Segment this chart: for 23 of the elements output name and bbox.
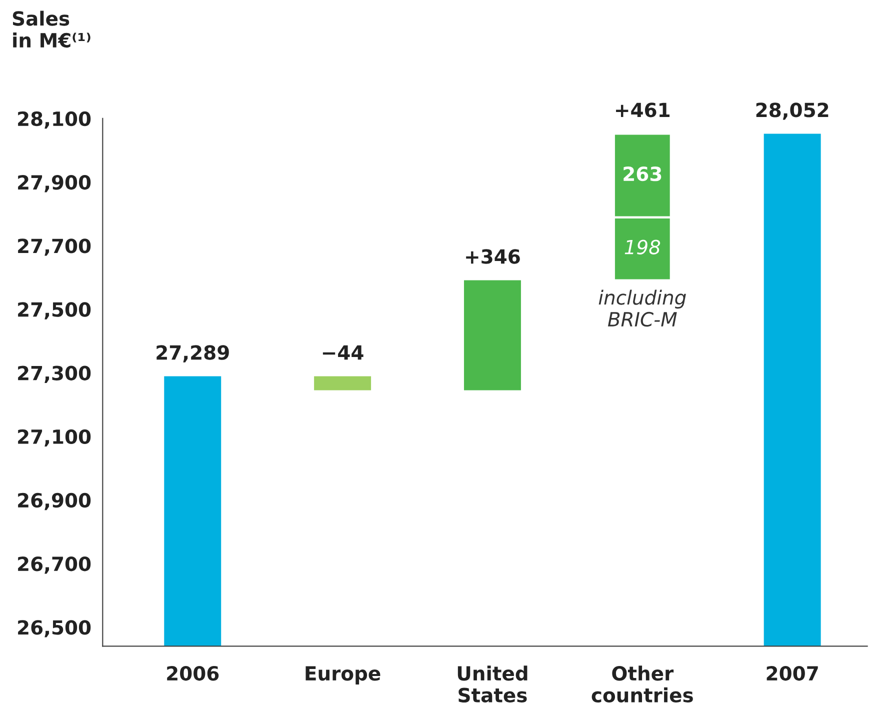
y-tick-label: 28,100 — [18, 111, 91, 129]
y-tick-label: 27,500 — [18, 302, 91, 320]
y-tick-label: 26,500 — [18, 620, 91, 638]
data-label: 263 — [624, 166, 662, 182]
y-tick-label: 26,700 — [18, 556, 91, 574]
data-label: 28,052 — [756, 102, 828, 120]
data-label: 198 — [624, 240, 660, 254]
annotation: including BRIC-M — [598, 290, 686, 327]
y-tick-label: 27,700 — [18, 238, 91, 256]
x-tick-label: United States — [458, 666, 528, 702]
x-tick-label: Europe — [306, 666, 380, 684]
total-label: +461 — [616, 102, 670, 118]
x-tick-label: 2006 — [167, 666, 219, 681]
x-tick-label: 2007 — [766, 666, 818, 681]
data-label: −44 — [322, 345, 364, 360]
data-label: 27,289 — [156, 345, 229, 362]
data-label: +346 — [466, 249, 520, 264]
y-tick-label: 27,300 — [18, 366, 91, 383]
y-axis-title: Sales in M€⁽¹⁾ — [12, 10, 90, 48]
y-tick-label: 27,100 — [18, 429, 91, 447]
y-tick-label: 27,900 — [18, 175, 91, 192]
y-tick-label: 26,900 — [18, 492, 91, 510]
x-tick-label: Other countries — [592, 666, 693, 702]
